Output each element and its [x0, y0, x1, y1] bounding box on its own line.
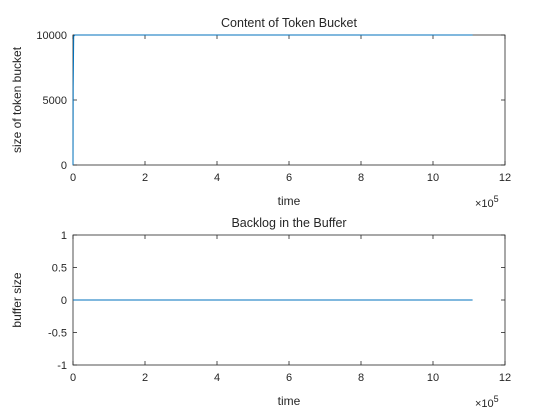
x-tick-label: 10 — [427, 172, 439, 184]
x-tick-label: 8 — [358, 172, 364, 184]
x-exponent-base: ×10 — [475, 398, 494, 410]
x-exponent-label: ×105 — [475, 194, 499, 210]
y-tick-label: 0 — [61, 295, 67, 307]
chart-title: Content of Token Bucket — [221, 16, 357, 30]
y-axis-label: buffer size — [10, 272, 24, 327]
y-tick-label: 10000 — [36, 30, 67, 42]
y-tick-label: 0.5 — [52, 263, 67, 275]
x-exponent-power: 5 — [494, 394, 499, 404]
series-line — [72, 34, 473, 166]
x-tick-label: 0 — [70, 372, 76, 384]
token-bucket-subplot: 0 2 4 6 8 10 12 0 5000 10000 Content of Token Buck… — [10, 16, 511, 210]
y-tick-label: 5000 — [43, 95, 67, 107]
x-exponent-label: ×105 — [475, 394, 499, 410]
x-tick-label: 8 — [358, 372, 364, 384]
x-tick-label: 2 — [142, 372, 148, 384]
x-tick-label: 6 — [286, 172, 292, 184]
x-tick-label: 4 — [214, 172, 220, 184]
x-exponent-power: 5 — [494, 194, 499, 204]
x-tick-label: 12 — [499, 372, 511, 384]
x-axis-label: time — [278, 394, 301, 408]
x-axis-label: time — [278, 194, 301, 208]
chart-title: Backlog in the Buffer — [231, 216, 346, 230]
x-tick-label: 2 — [142, 172, 148, 184]
y-tick-label: -0.5 — [48, 328, 67, 340]
y-axis-label: size of token bucket — [10, 46, 24, 153]
backlog-subplot: 0 2 4 6 8 10 12 -1 -0.5 0 0.5 1 Backlog in the Buffe… — [10, 216, 511, 410]
y-tick-label: -1 — [57, 360, 67, 372]
x-exponent-base: ×10 — [475, 198, 494, 210]
x-tick-label: 12 — [499, 172, 511, 184]
axes-box — [72, 34, 506, 166]
x-tick-label: 4 — [214, 372, 220, 384]
x-tick-label: 6 — [286, 372, 292, 384]
y-tick-label: 1 — [61, 230, 67, 242]
x-tick-label: 0 — [70, 172, 76, 184]
x-tick-label: 10 — [427, 372, 439, 384]
y-tick-label: 0 — [61, 160, 67, 172]
